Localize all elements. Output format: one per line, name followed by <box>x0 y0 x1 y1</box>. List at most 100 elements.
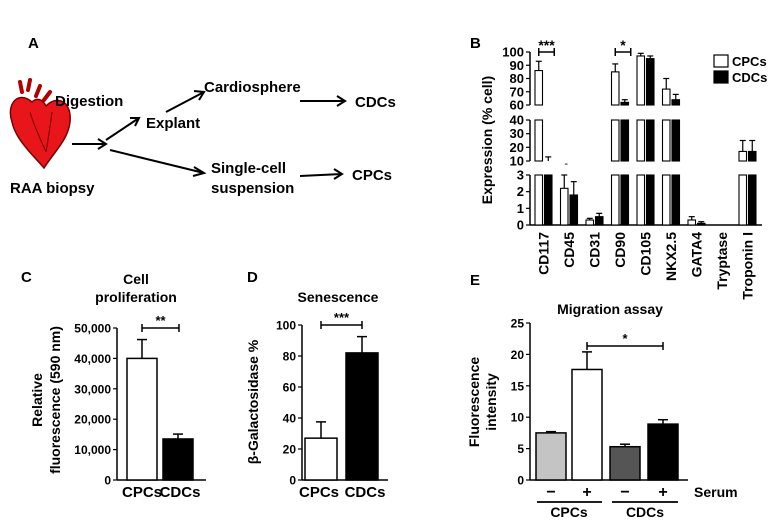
panel-b-category-label: CD117 <box>536 232 552 275</box>
bar <box>126 357 158 481</box>
sig-label: *** <box>334 310 350 325</box>
panel-b-ytick-label: 90 <box>510 58 524 73</box>
panel-d-title: Senescence <box>298 289 379 305</box>
biopsy-label: RAA biopsy <box>10 180 95 197</box>
panel-d-ylabel: β-Galactosidase % <box>245 339 261 464</box>
ytick-label: 100 <box>276 319 296 333</box>
legend-label-cdcs: CDCs <box>732 70 767 85</box>
ytick-label: 20 <box>283 443 297 457</box>
panel-b-category-label: GATA4 <box>689 232 705 278</box>
panel-d: D Senescence β-Galactosidase % 0 20 40 60 80… <box>245 269 388 501</box>
panel-b: B Expression (% cell) 0 1 2310203040607080… <box>470 35 767 300</box>
ytick-label: 0 <box>289 474 296 488</box>
arrow-to-explant <box>105 117 141 141</box>
panel-b-bar-cpcs <box>661 174 671 226</box>
bar <box>647 423 679 481</box>
panel-b-bar-cpcs <box>610 174 620 226</box>
panel-b-bar-cdcs <box>645 119 655 162</box>
panel-e-plot: 0 5 10 15 20 25 * − + − + Serum CPCs CDCs <box>511 317 738 521</box>
panel-b-bar-cpcs <box>534 119 544 162</box>
cpcs-label: CPCs <box>352 167 392 184</box>
ytick-label: 20,000 <box>74 413 111 427</box>
panel-letter-d: D <box>247 269 258 286</box>
panel-b-sig-label: * <box>620 37 626 53</box>
sig-label: * <box>622 331 628 346</box>
panel-b-ylabel: Expression (% cell) <box>479 76 495 204</box>
heart-icon <box>9 78 71 170</box>
ytick-label: 80 <box>283 350 297 364</box>
panel-e-title: Migration assay <box>557 301 663 317</box>
panel-b-bar-cdcs <box>671 174 681 226</box>
panel-b-category-label: CD45 <box>561 232 577 268</box>
panel-b-bar-cdcs <box>543 174 553 226</box>
panel-b-bar-cdcs <box>645 174 655 226</box>
panel-b-bar-cpcs <box>636 55 646 106</box>
panel-c-ylabel-line2: fluorescence (590 nm) <box>47 326 63 474</box>
panel-b-bar-cpcs <box>636 174 646 226</box>
panel-b-bar-cpcs <box>738 174 748 226</box>
panel-b-bar-cdcs <box>569 194 579 226</box>
panel-b-ytick-label: 70 <box>510 84 524 99</box>
panel-b-category-label: CD90 <box>612 232 628 268</box>
arrow-to-single-cell <box>109 149 207 177</box>
ytick-label: 40,000 <box>74 352 111 366</box>
panel-letter-e: E <box>470 272 480 289</box>
panel-b-ytick-label: 60 <box>510 98 524 113</box>
panel-b-bar-cdcs <box>747 150 757 162</box>
panel-b-bar-cpcs <box>534 70 544 106</box>
panel-b-ytick-label: 3 <box>517 168 524 183</box>
panel-b-category-labels: CD117 CD45 CD31 CD90 CD105 NKX2.5 GATA4 Tryptas… <box>536 232 756 300</box>
digestion-label: Digestion <box>55 93 123 110</box>
panel-b-bar-cpcs <box>610 119 620 162</box>
legend-swatch-cdcs <box>713 70 729 84</box>
category-label: CDCs <box>345 484 386 501</box>
panel-b-ytick-label: 30 <box>510 126 524 141</box>
arrow-to-branch <box>72 138 108 150</box>
panel-b-ytick-label: 2 <box>517 184 524 199</box>
bar <box>304 437 338 481</box>
panel-b-category-label: CD105 <box>638 232 654 276</box>
single-cell-label-line1: Single-cell <box>211 160 286 177</box>
panel-b-bar-cdcs <box>671 119 681 162</box>
panel-b-significance: *** *- <box>538 37 632 170</box>
panel-b-bar-cpcs <box>585 219 595 226</box>
ytick-label: 50,000 <box>74 322 111 336</box>
panel-letter-b: B <box>470 35 481 52</box>
panel-e-ylabel-line2: intensity <box>483 373 499 431</box>
ytick-label: 30,000 <box>74 382 111 396</box>
panel-b-bar-cdcs <box>620 119 630 162</box>
panel-d-plot: 0 20 40 60 80 100 *** CPCs CDCs <box>276 310 388 501</box>
group-label: CPCs <box>550 504 588 520</box>
panel-b-bar-cdcs <box>594 216 604 226</box>
ytick-label: 20 <box>511 348 525 362</box>
panel-e: E Migration assay Fluorescence intensity… <box>466 272 738 520</box>
category-label: CPCs <box>299 484 339 501</box>
group-label: CDCs <box>626 504 664 520</box>
bar <box>535 432 567 481</box>
diagram-arrows <box>72 90 347 180</box>
panel-b-bar-cdcs <box>620 174 630 226</box>
panel-b-category-label: CD31 <box>587 232 603 268</box>
category-label: CDCs <box>160 484 201 501</box>
panel-b-bar-cpcs <box>687 219 697 226</box>
serum-sign: − <box>546 484 555 501</box>
ytick-label: 25 <box>511 317 525 331</box>
panel-letter-a: A <box>28 35 39 52</box>
panel-b-ytick-label: 80 <box>510 71 524 86</box>
panel-b-bar-cdcs <box>696 222 706 226</box>
bar <box>609 445 641 481</box>
ytick-label: 10,000 <box>74 443 111 457</box>
panel-b-bar-cpcs <box>534 174 544 226</box>
panel-c-title-line1: Cell <box>123 271 149 287</box>
panel-b-category-label: Troponin I <box>740 232 756 300</box>
panel-c-plot: 0 10,000 20,000 30,000 40,000 50,000 ** CPCsCDC… <box>74 313 206 501</box>
panel-b-legend: CPCs CDCs <box>713 54 767 85</box>
bar <box>345 352 379 481</box>
ytick-label: 60 <box>283 381 297 395</box>
panel-b-bar-cpcs <box>661 88 671 106</box>
ytick-label: 5 <box>517 442 524 456</box>
bar <box>162 438 194 481</box>
serum-label: Serum <box>694 484 738 500</box>
category-label: CPCs <box>122 484 162 501</box>
arrow-to-cdcs <box>300 95 347 107</box>
